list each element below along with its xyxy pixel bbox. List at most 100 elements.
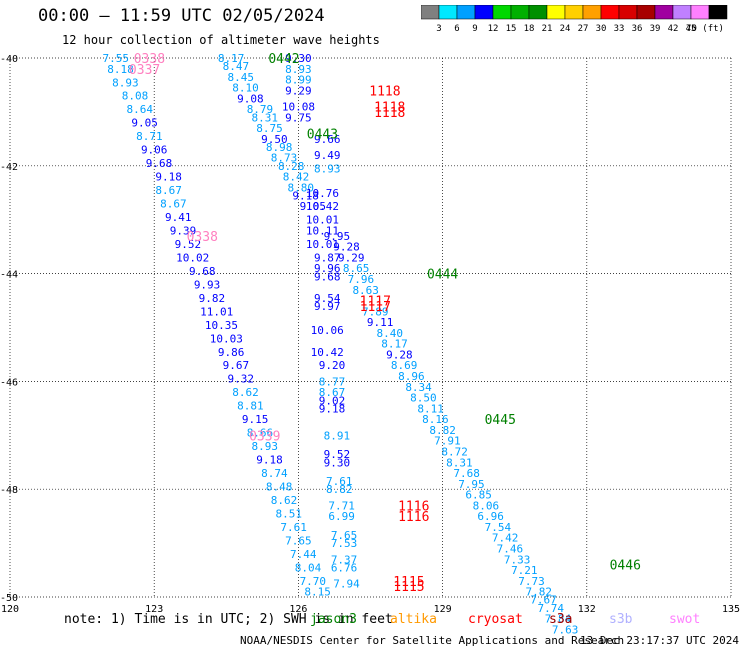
pass-time-label: 1115 [393,580,424,595]
swh-value: 8.81 [237,400,264,413]
swh-value: 8.91 [324,429,351,442]
swh-value: 7.33 [504,553,531,566]
swh-value: 9.11 [367,316,394,329]
swh-value: 9.08 [237,92,264,105]
swh-value: 8.18 [107,63,134,76]
swh-value: 8.67 [160,198,187,211]
colorbar-label: 45 [686,24,697,34]
swh-value: 8.11 [417,402,444,415]
swh-value: 8.93 [285,63,312,76]
swh-value: 8.40 [376,327,403,340]
swh-value: 11.01 [200,305,233,318]
x-tick-label: 135 [722,604,740,615]
colorbar-swatch [708,5,728,20]
swh-value: 8.77 [319,375,346,388]
swh-value: 9.68 [189,265,216,278]
swh-value: 8.16 [422,413,449,426]
y-tick-label: -40 [0,54,18,65]
swh-value: 9.29 [338,251,365,264]
swh-value: 8.65 [343,262,370,275]
swh-value: 9.52 [324,448,351,461]
swh-value: 9.20 [319,359,346,372]
swh-value: 8.93 [112,76,139,89]
swh-value: 8.73 [271,152,298,165]
pass-time-label: 1115 [393,575,424,590]
swh-value: 8.74 [261,467,288,480]
swh-value: 7.61 [326,475,353,488]
swh-value: 10.08 [282,101,315,114]
swh-value: 10.42 [306,200,339,213]
x-tick-label: 126 [289,604,307,615]
swh-value: 7.68 [453,467,480,480]
swh-value: 9.52 [175,238,202,251]
colorbar-label: 3 [436,24,441,34]
swh-value: 9.05 [131,117,158,130]
swh-value: 7.89 [362,305,389,318]
swh-value: 9.75 [285,111,312,124]
swh-value: 9.68 [146,157,173,170]
swh-value: 9.54 [314,292,341,305]
legend-s3b: s3b [609,612,633,627]
swh-value: 9.39 [170,224,197,237]
pass-time-label: 0337 [129,63,160,78]
swh-value: 8.06 [473,499,500,512]
swh-value: 7.91 [434,435,461,448]
swh-value: 9.28 [333,241,360,254]
swh-value: 8.98 [266,141,293,154]
swh-value: 8.51 [276,507,303,520]
swh-value: 10.06 [311,324,344,337]
swh-value: 8.63 [352,284,379,297]
swh-value: 9.30 [285,52,312,65]
legend-altika: altika [390,612,437,627]
swh-value: 9.18 [292,189,319,202]
swh-value: 7.84 [545,613,572,626]
colorbar-label: 6 [454,24,459,34]
swh-value: 9.18 [256,454,283,467]
colorbar-label: 15 [506,24,517,34]
swh-value: 7.65 [331,529,358,542]
swh-value: 7.94 [333,578,360,591]
swh-value: 7.53 [331,537,358,550]
swh-value: 9.50 [261,133,288,146]
pass-time-label: 0339 [249,429,280,444]
swh-value: 8.67 [319,386,346,399]
swh-value: 8.17 [381,338,408,351]
swh-value: 10.42 [311,346,344,359]
swh-value: 7.61 [280,521,307,534]
swh-value: 8.82 [326,483,353,496]
legend-cryosat: cryosat [468,612,523,627]
swh-value: 9.87 [314,251,341,264]
swh-value: 8.31 [446,456,473,469]
swh-value: 9.86 [218,346,245,359]
swh-value: 9.06 [141,144,168,157]
swh-value: 10.11 [306,224,339,237]
swh-value: 9.66 [314,133,341,146]
pass-time-label: 0443 [307,127,338,142]
swh-value: 8.10 [232,82,259,95]
swh-value: 8.04 [295,561,322,574]
pass-time-label: 1117 [360,295,391,310]
pass-time-label: 1118 [374,106,405,121]
pass-time-label: 0445 [485,413,516,428]
pass-time-label: 0338 [187,230,218,245]
swh-value: 7.55 [102,52,129,65]
swh-value: 9.18 [319,402,346,415]
legend-s3a: s3a [549,612,573,627]
swh-value: 7.96 [348,273,375,286]
note-text: note: 1) Time is in UTC; 2) SWH is in fe… [64,612,393,627]
swh-value: 7.54 [485,521,512,534]
colorbar-label: 42 [668,24,679,34]
swh-value: 9.41 [165,211,192,224]
pass-time-label: 0442 [268,52,299,67]
swh-value: 8.62 [271,494,298,507]
swh-value: 8.08 [122,90,149,103]
swh-value: 9.96 [314,262,341,275]
swh-value: 7.82 [525,586,552,599]
swh-value: 8.79 [247,103,274,116]
swh-value: 8.99 [285,74,312,87]
colorbar-label: 21 [542,24,553,34]
colorbar-label: 30 [596,24,607,34]
swh-value: 7.65 [285,534,312,547]
swh-value: 6.85 [465,489,492,502]
